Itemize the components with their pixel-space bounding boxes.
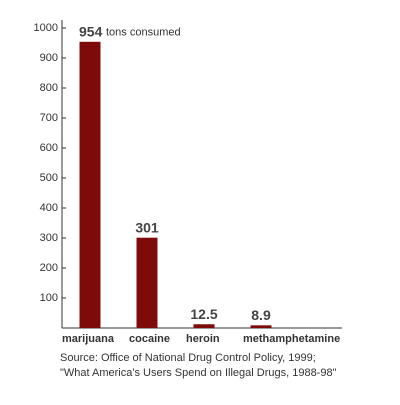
value-label: 954 xyxy=(79,24,103,40)
x-tick-label: cocaine xyxy=(129,333,170,345)
bar xyxy=(250,325,272,328)
y-tick-label: 400 xyxy=(40,202,58,214)
value-label: 8.9 xyxy=(251,307,271,323)
source-line: Source: Office of National Drug Control … xyxy=(60,352,316,364)
y-tick-label: 200 xyxy=(40,262,58,274)
y-tick-label: 300 xyxy=(40,232,58,244)
x-tick-label: methamphetamine xyxy=(243,333,340,345)
y-tick-label: 900 xyxy=(40,52,58,64)
bar xyxy=(136,237,158,328)
x-tick-label: marijuana xyxy=(62,333,115,345)
y-tick-label: 800 xyxy=(40,82,58,94)
y-tick-label: 500 xyxy=(40,172,58,184)
bar xyxy=(79,41,101,329)
value-label: 301 xyxy=(135,219,159,235)
y-tick-label: 1000 xyxy=(34,22,58,34)
source-line: "What America's Users Spend on Illegal D… xyxy=(60,367,337,379)
x-tick-label: heroin xyxy=(186,333,220,345)
y-tick-label: 100 xyxy=(40,292,58,304)
y-tick-label: 700 xyxy=(40,112,58,124)
annotation: tons consumed xyxy=(106,27,181,39)
y-tick-label: 600 xyxy=(40,142,58,154)
bar xyxy=(193,324,215,328)
value-label: 12.5 xyxy=(190,306,217,322)
